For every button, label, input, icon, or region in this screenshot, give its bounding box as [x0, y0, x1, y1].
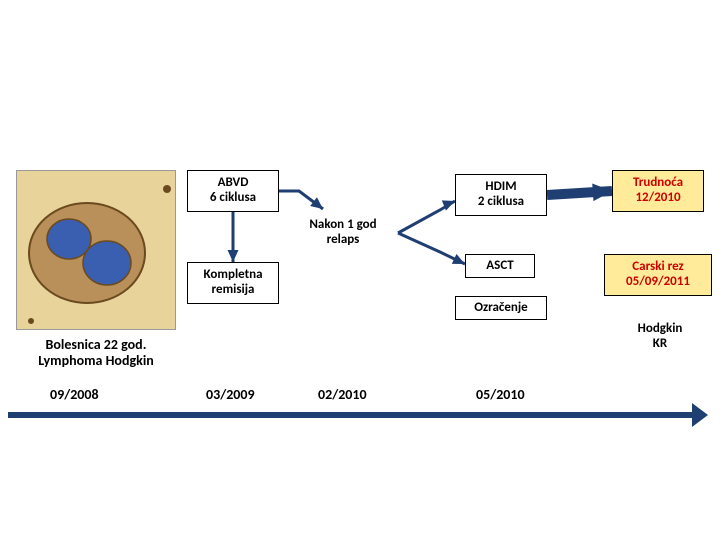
node-trudnoca-line-1: 12/2010 — [635, 191, 680, 206]
node-hodgkinkr-line-0: Hodgkin — [638, 322, 683, 337]
node-hdim-line-0: HDIM — [485, 180, 516, 195]
arrow-3 — [398, 233, 465, 264]
arrowhead-1 — [228, 250, 239, 262]
node-carski-line-0: Carski rez — [632, 260, 683, 275]
arrow-2 — [398, 201, 455, 233]
node-trudnoca-line-0: Trudnoća — [633, 176, 683, 191]
arrowhead-4 — [592, 184, 612, 202]
node-carski: Carski rez05/09/2011 — [604, 254, 712, 296]
arrowhead-3 — [452, 254, 465, 264]
node-trudnoca: Trudnoća12/2010 — [612, 170, 704, 212]
node-patient-line-0: Bolesnica 22 god. — [46, 337, 147, 353]
node-asct-line-0: ASCT — [486, 259, 513, 274]
timeline-date-2: 02/2010 — [318, 386, 367, 403]
arrow-4 — [547, 191, 612, 195]
arrowhead-0 — [310, 197, 323, 209]
slide-canvas: ABVD6 ciklusaNakon 1 godrelapsKompletnar… — [0, 0, 720, 540]
node-relaps-line-0: Nakon 1 god — [309, 218, 376, 233]
micrograph-svg — [17, 171, 176, 330]
node-patient: Bolesnica 22 god.Lymphoma Hodgkin — [6, 332, 186, 374]
node-carski-line-1: 05/09/2011 — [626, 275, 690, 290]
timeline-date-3: 05/2010 — [476, 386, 525, 403]
micrograph-image — [16, 170, 176, 330]
node-relaps-line-1: relaps — [327, 233, 360, 248]
node-hdim-line-1: 2 ciklusa — [478, 195, 524, 210]
node-abvd-line-1: 6 ciklusa — [210, 191, 256, 206]
timeline-date-0: 09/2008 — [50, 386, 99, 403]
node-relaps: Nakon 1 godrelaps — [288, 212, 398, 254]
node-asct: ASCT — [465, 254, 535, 278]
node-hdim: HDIM2 ciklusa — [455, 174, 547, 216]
arrow-0 — [279, 191, 323, 209]
node-remisija-line-0: Kompletna — [204, 268, 263, 283]
node-hodgkinkr: HodgkinKR — [618, 316, 702, 358]
arrowhead-2 — [442, 200, 455, 210]
timeline-bar — [8, 412, 692, 418]
node-patient-line-1: Lymphoma Hodgkin — [38, 353, 154, 369]
node-abvd-line-0: ABVD — [218, 176, 249, 191]
node-abvd: ABVD6 ciklusa — [187, 170, 279, 212]
node-remisija-line-1: remisija — [212, 283, 255, 298]
node-ozracenje: Ozračenje — [455, 296, 547, 320]
node-hodgkinkr-line-1: KR — [653, 337, 667, 352]
timeline-arrowhead — [692, 403, 708, 427]
node-remisija: Kompletnaremisija — [187, 262, 279, 304]
timeline-date-1: 03/2009 — [206, 386, 255, 403]
node-ozracenje-line-0: Ozračenje — [474, 301, 527, 316]
